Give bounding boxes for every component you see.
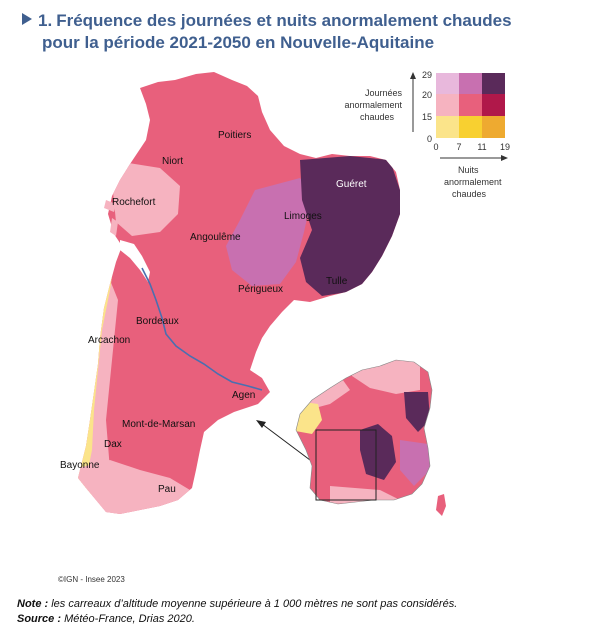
city-label-rochefort: Rochefort <box>112 197 156 208</box>
city-label-angouleme: Angoulême <box>190 232 241 243</box>
france-alps-zone <box>400 440 430 486</box>
source-text: Météo-France, Drias 2020. <box>64 613 195 625</box>
legend-cell-r1c2 <box>459 73 482 94</box>
city-label-perigueux: Périgueux <box>238 284 283 295</box>
inset-region-box <box>315 429 377 501</box>
legend-y-title-2: anormalement <box>344 100 402 110</box>
legend-x-tick-11: 11 <box>477 142 486 152</box>
map-title: 1. Fréquence des journées et nuits anorma… <box>22 10 582 54</box>
city-label-gueret: Guéret <box>336 179 367 190</box>
legend-y-tick-29: 29 <box>422 70 432 80</box>
city-label-bordeaux: Bordeaux <box>136 316 179 327</box>
city-label-limoges: Limoges <box>284 211 322 222</box>
legend-x-tick-7: 7 <box>456 142 461 152</box>
title-line-2: pour la période 2021-2050 en Nouvelle-Aq… <box>42 33 435 52</box>
city-label-dax: Dax <box>104 439 122 450</box>
legend-y-arrow-icon <box>410 72 416 79</box>
title-number: 1. <box>38 11 53 30</box>
legend-x-arrow-icon <box>501 155 508 161</box>
legend-y-title-3: chaudes <box>360 112 395 122</box>
note-line: Note : les carreaux d’altitude moyenne s… <box>17 597 457 612</box>
city-label-tulle: Tulle <box>326 276 348 287</box>
legend-cell-r2c3 <box>482 94 505 116</box>
city-label-niort: Niort <box>162 156 183 167</box>
legend-cell-r3c3 <box>482 116 505 138</box>
legend-y-tick-0: 0 <box>427 134 432 144</box>
limousin-mid-zone <box>226 178 312 286</box>
legend-x-tick-0: 0 <box>433 142 438 152</box>
copyright: ©IGN - Insee 2023 <box>58 575 125 584</box>
inset-pointer-line <box>261 423 319 467</box>
legend-y-tick-20: 20 <box>422 90 432 100</box>
legend-cell-r2c1 <box>436 94 459 116</box>
footnotes: Note : les carreaux d’altitude moyenne s… <box>17 597 457 627</box>
legend-x-title-3: chaudes <box>452 189 487 199</box>
title-bullet-icon <box>22 13 32 25</box>
legend-y-title-1: Journées <box>365 88 403 98</box>
legend-cell-r1c1 <box>436 73 459 94</box>
city-label-arcachon: Arcachon <box>88 335 130 346</box>
legend: Journées anormalement chaudes 29 20 15 0… <box>344 70 510 199</box>
garonne-river <box>141 267 263 391</box>
note-text: les carreaux d’altitude moyenne supérieu… <box>51 598 458 610</box>
city-label-pau: Pau <box>158 484 176 495</box>
city-label-bayonne: Bayonne <box>60 460 100 471</box>
source-label: Source : <box>17 613 62 625</box>
note-label: Note : <box>17 598 49 610</box>
corsica-shape <box>436 494 446 516</box>
gironde-estuary <box>120 240 150 282</box>
title-line-1: Fréquence des journées et nuits anormale… <box>56 11 512 30</box>
inset-pointer-arrow-icon <box>256 420 266 428</box>
legend-cell-r1c3 <box>482 73 505 94</box>
source-line: Source : Météo-France, Drias 2020. <box>17 612 457 627</box>
legend-x-title-1: Nuits <box>458 165 479 175</box>
france-outline <box>295 359 433 505</box>
legend-x-title-2: anormalement <box>444 177 502 187</box>
city-label-mont-de-marsan: Mont-de-Marsan <box>122 419 195 430</box>
legend-cell-r2c2 <box>459 94 482 116</box>
limousin-dark-zone <box>300 156 400 296</box>
city-label-agen: Agen <box>232 390 255 401</box>
legend-y-tick-15: 15 <box>422 112 432 122</box>
legend-cell-r3c1 <box>436 116 459 138</box>
france-east-zone <box>404 392 430 432</box>
france-massif-central-zone <box>360 424 396 480</box>
legend-x-tick-19: 19 <box>500 142 510 152</box>
island-oleron <box>110 218 118 236</box>
city-label-poitiers: Poitiers <box>218 130 251 141</box>
legend-cell-r3c2 <box>459 116 482 138</box>
france-inset <box>295 359 446 516</box>
island-re <box>104 200 116 212</box>
rochefort-light-zone <box>110 160 180 236</box>
